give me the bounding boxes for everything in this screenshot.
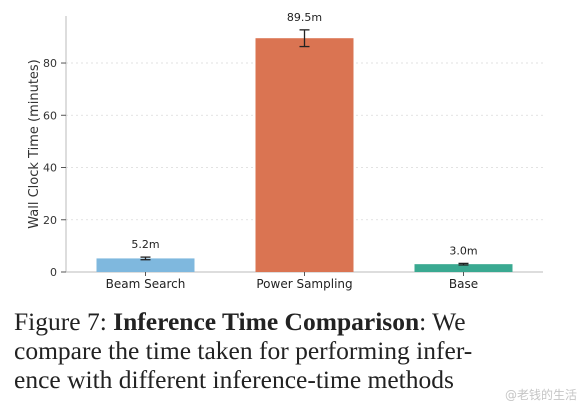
bar-power-sampling bbox=[255, 38, 354, 272]
y-tick-label: 60 bbox=[43, 109, 57, 122]
watermark: @老钱的生活 bbox=[504, 388, 577, 402]
y-tick-labels: 0 20 40 60 80 bbox=[43, 57, 66, 279]
x-tick-label: Power Sampling bbox=[256, 277, 352, 291]
y-tick-label: 80 bbox=[43, 57, 57, 70]
y-tick-label: 20 bbox=[43, 214, 57, 227]
caption-line-3: ence with different inference-time metho… bbox=[14, 365, 454, 394]
caption-lead: Figure 7: bbox=[14, 307, 114, 336]
bars: 5.2m 89.5m 3.0m bbox=[96, 11, 513, 272]
y-tick-label: 0 bbox=[50, 266, 57, 279]
x-tick-label: Base bbox=[449, 277, 478, 291]
caption-title: Inference Time Comparison bbox=[113, 307, 420, 336]
x-tick-labels: Beam Search Power Sampling Base bbox=[106, 272, 478, 291]
figure-caption: Figure 7: Inference Time Comparison: We … bbox=[14, 307, 570, 394]
y-tick-label: 40 bbox=[43, 162, 57, 175]
caption-line-1: Figure 7: Inference Time Comparison: We bbox=[14, 307, 570, 336]
y-axis-label: Wall Clock Time (minutes) bbox=[27, 59, 42, 229]
bar-base bbox=[414, 264, 513, 272]
bar-value-label: 3.0m bbox=[449, 244, 477, 257]
bar-beam-search bbox=[96, 258, 195, 272]
bar-value-label: 89.5m bbox=[287, 11, 322, 24]
bar-value-label: 5.2m bbox=[131, 238, 159, 251]
caption-line-2: compare the time taken for performing in… bbox=[14, 336, 473, 365]
x-tick-label: Beam Search bbox=[106, 277, 186, 291]
caption-rest: : We bbox=[419, 307, 466, 336]
bar-chart: 0 20 40 60 80 5.2m 89.5m 3.0m Beam Search Power… bbox=[27, 11, 543, 291]
